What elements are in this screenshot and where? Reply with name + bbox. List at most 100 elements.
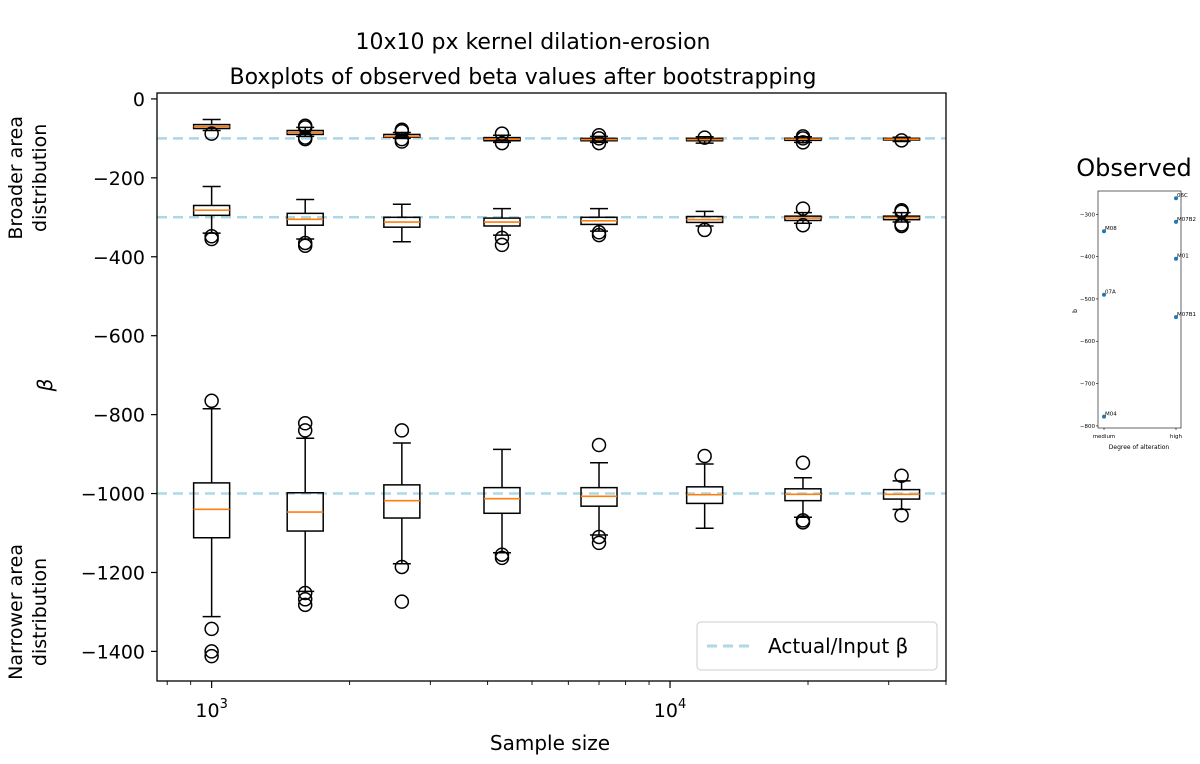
- observed-y-tick-label: −400: [1080, 255, 1096, 261]
- outlier-point: [204, 126, 219, 141]
- outlier-point: [494, 237, 510, 253]
- outlier-point: [394, 423, 410, 438]
- observed-y-tick-label: −300: [1080, 212, 1096, 218]
- chart-subtitle: Boxplots of observed beta values after b…: [230, 65, 817, 90]
- outlier-point: [204, 621, 219, 637]
- outlier-point: [591, 131, 607, 146]
- outlier-point: [204, 231, 219, 247]
- boxplot: [286, 416, 324, 613]
- outlier-point: [795, 217, 811, 233]
- observed-x-tick-label: medium: [1093, 434, 1116, 440]
- outlier-point: [795, 135, 811, 150]
- observed-point-label: M07B1: [1177, 312, 1196, 318]
- outlier-point: [894, 468, 909, 484]
- boxplot: [192, 118, 231, 141]
- boxplot: [784, 455, 822, 530]
- x-axis-label: Sample size: [490, 731, 610, 755]
- boxplot: [580, 207, 618, 243]
- observed-point-label: 06C: [1177, 193, 1188, 199]
- outlier-point: [204, 644, 219, 659]
- boxplot: [192, 393, 231, 664]
- legend-label: Actual/Input β: [768, 634, 908, 658]
- observed-x-tick-label: high: [1170, 434, 1183, 440]
- observed-frame: [1097, 190, 1182, 429]
- boxplot: [882, 468, 921, 523]
- outlier-point: [591, 529, 607, 545]
- observed-points: M08 07A M04 06C M07B2 M01 M07B1: [1102, 193, 1196, 419]
- y-axis-label: β: [33, 378, 57, 392]
- boxplot: [685, 130, 724, 145]
- group-side-label: Narrower area distribution: [5, 544, 51, 680]
- observed-title: Observed: [1076, 154, 1191, 182]
- y-tick-label: −1400: [81, 641, 145, 663]
- y-tick-label: −1200: [81, 562, 145, 584]
- boxplot: [580, 437, 618, 551]
- outlier-point: [297, 131, 313, 147]
- observed-point-label: M08: [1105, 226, 1117, 232]
- observed-x-axis-label: Degree of alteration: [1109, 444, 1170, 451]
- box: [192, 482, 231, 539]
- outlier-point: [297, 423, 313, 438]
- observed-point-label: M07B2: [1177, 217, 1196, 223]
- y-tick-label: −800: [93, 405, 145, 427]
- outlier-point: [494, 126, 510, 141]
- boxplot: [483, 448, 521, 566]
- main-boxplot-chart: 10x10 px kernel dilation-erosion Boxplot…: [5, 30, 947, 755]
- boxplot: [882, 202, 921, 234]
- observed-point: [1102, 414, 1106, 419]
- boxplot: [784, 129, 822, 150]
- outlier-point: [297, 585, 313, 601]
- legend-box: [696, 621, 938, 671]
- y-tick-label: −600: [93, 326, 145, 348]
- chart-title: 10x10 px kernel dilation-erosion: [356, 30, 711, 55]
- boxplot: [685, 448, 724, 530]
- observed-scatter-chart: Observed −300 −400 −500 −600 −700 −800 medium…: [1072, 154, 1196, 451]
- outlier-point: [894, 133, 909, 148]
- outlier-point: [297, 120, 313, 135]
- plot-frame: [156, 92, 947, 682]
- outlier-point: [394, 124, 410, 139]
- box: [483, 486, 521, 515]
- outlier-point: [795, 201, 811, 216]
- outlier-point: [394, 559, 410, 575]
- outlier-point: [204, 393, 219, 409]
- observed-point: [1174, 256, 1178, 261]
- boxplot: [483, 207, 521, 253]
- observed-y-tick-label: −500: [1080, 297, 1096, 303]
- outlier-point: [394, 134, 410, 149]
- x-tick-label: 104: [654, 697, 686, 722]
- outlier-point: [894, 508, 909, 523]
- y-tick-label: −200: [93, 168, 145, 190]
- y-tick-label: −1000: [81, 484, 145, 506]
- outlier-point: [591, 227, 607, 243]
- outlier-point: [297, 592, 313, 607]
- boxplot: [286, 198, 324, 253]
- outlier-point: [494, 135, 510, 151]
- outlier-point: [394, 594, 410, 609]
- outlier-point: [297, 416, 313, 431]
- outlier-point: [795, 455, 811, 471]
- observed-point: [1174, 196, 1178, 201]
- boxplot: [383, 203, 421, 243]
- observed-y-axis: −300 −400 −500 −600 −700 −800: [1080, 212, 1098, 430]
- boxplot: [882, 133, 921, 148]
- boxplot: [483, 126, 521, 151]
- boxplot: [580, 127, 618, 151]
- observed-y-tick-label: −800: [1080, 424, 1096, 430]
- group-side-label: Broader area distribution: [5, 116, 51, 240]
- outlier-point: [591, 437, 607, 453]
- outlier-point: [591, 535, 607, 551]
- outlier-point: [204, 648, 219, 664]
- observed-point-label: M01: [1177, 254, 1189, 260]
- outlier-point: [297, 597, 313, 613]
- y-tick-label: 0: [133, 89, 145, 111]
- observed-y-axis-label: b: [1072, 309, 1079, 313]
- y-axis: 0 −200 −400 −600 −800 −1000 −1200 −1400: [81, 89, 157, 663]
- x-axis: 103 104: [166, 681, 947, 722]
- outlier-point: [591, 135, 607, 151]
- observed-point-label: M04: [1105, 412, 1117, 418]
- boxplot: [192, 185, 231, 247]
- x-tick-label: 103: [195, 697, 227, 722]
- legend: Actual/Input β: [696, 621, 938, 671]
- boxplot: [383, 423, 421, 609]
